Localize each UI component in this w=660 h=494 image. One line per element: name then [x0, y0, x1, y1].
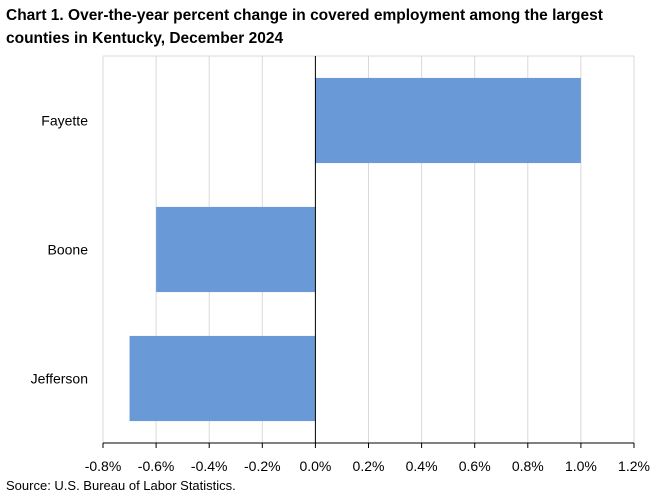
bar-fayette [315, 77, 581, 164]
x-tick-label: 0.4% [406, 458, 438, 474]
x-tick-label: -0.6% [138, 458, 175, 474]
chart-title-line-2: counties in Kentucky, December 2024 [6, 30, 284, 47]
x-tick-label: 0.6% [459, 458, 491, 474]
bars [129, 77, 581, 422]
bar-boone [156, 206, 316, 293]
chart-title-line-1: Chart 1. Over-the-year percent change in… [6, 7, 603, 24]
x-tick-label: 0.0% [299, 458, 331, 474]
x-tick-label: 1.2% [618, 458, 650, 474]
bar-jefferson [129, 335, 316, 422]
x-tick-label: 0.2% [353, 458, 385, 474]
category-label-fayette: Fayette [41, 113, 88, 129]
category-label-jefferson: Jefferson [31, 371, 88, 387]
x-tick-label: 1.0% [565, 458, 597, 474]
axes [102, 56, 635, 448]
category-labels: Fayette Boone Jefferson [31, 113, 89, 387]
category-label-boone: Boone [48, 242, 89, 258]
x-tick-label: -0.8% [85, 458, 122, 474]
x-tick-labels: -0.8% -0.6% -0.4% -0.2% 0.0% 0.2% 0.4% 0.6% 0.8%… [85, 458, 650, 474]
x-tick-label: 0.8% [512, 458, 544, 474]
x-tick-label: -0.4% [191, 458, 228, 474]
x-tick-label: -0.2% [244, 458, 281, 474]
source-note: Source: U.S. Bureau of Labor Statistics. [6, 478, 236, 493]
chart-title: Chart 1. Over-the-year percent change in… [6, 4, 626, 50]
